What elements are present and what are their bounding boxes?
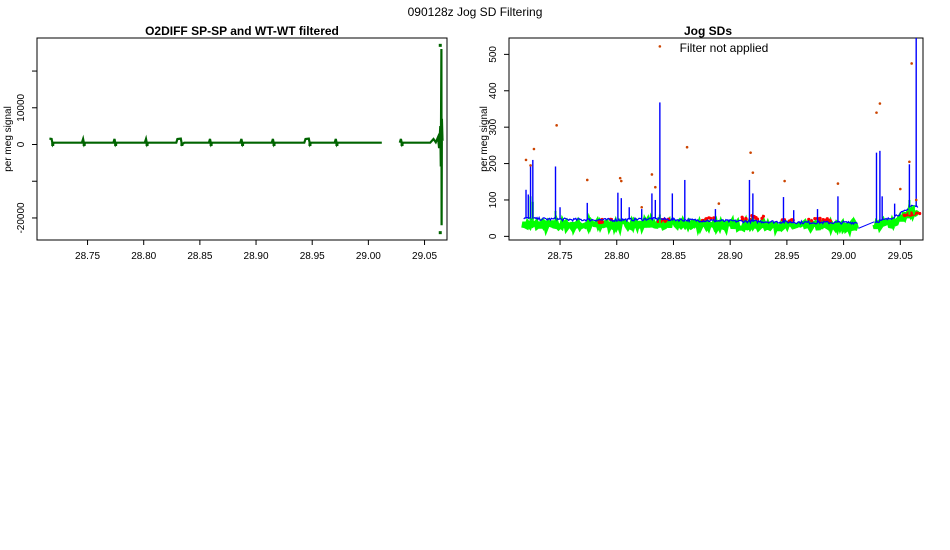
- right-outlier-point: [524, 158, 528, 162]
- right-y-tick-label: 300: [488, 118, 499, 135]
- super-title: 090128z Jog SD Filtering: [408, 5, 543, 19]
- right-outlier-point: [899, 187, 902, 191]
- right-outlier-point: [585, 178, 589, 182]
- right-outlier-point: [529, 164, 532, 167]
- right-red-point: [704, 217, 708, 221]
- right-plot-frame: [508, 37, 924, 241]
- left-y-axis: -20000 0 10000: [16, 70, 37, 234]
- right-x-tick-label: 28.90: [718, 251, 743, 262]
- left-x-tick-label: 28.80: [131, 251, 156, 262]
- right-x-axis: 28.75 28.80 28.85 28.90 28.95 29.00 29.05: [548, 240, 913, 262]
- right-red-point: [600, 220, 604, 224]
- right-outlier-point: [914, 198, 918, 202]
- right-x-tick-label: 28.95: [774, 251, 799, 262]
- left-plot-frame: [36, 37, 448, 241]
- left-panel: O2DIFF SP-SP and WT-WT filtered per meg …: [3, 24, 448, 262]
- right-red-point: [754, 216, 758, 220]
- right-outlier-point: [717, 202, 721, 205]
- right-outlier-point: [650, 173, 654, 176]
- left-series-line: [49, 134, 382, 148]
- right-outlier-point: [685, 145, 689, 149]
- right-outlier-point: [555, 124, 558, 127]
- right-y-tick-label: 0: [488, 233, 499, 239]
- left-x-tick-label: 28.95: [300, 251, 325, 262]
- right-outlier-point: [658, 45, 662, 48]
- right-red-point: [828, 219, 832, 223]
- left-x-tick-label: 29.05: [412, 251, 437, 262]
- right-y-axis: 0 100 200 300 400 500: [488, 46, 509, 239]
- right-red-point: [712, 216, 716, 220]
- left-panel-title: O2DIFF SP-SP and WT-WT filtered: [145, 24, 339, 38]
- right-plot-inner: [521, 38, 922, 238]
- right-x-tick-label: 28.85: [661, 251, 686, 262]
- right-red-point: [807, 217, 811, 221]
- right-red-point: [825, 217, 829, 221]
- right-outlier-point: [878, 102, 882, 105]
- right-outlier-point: [910, 62, 913, 65]
- left-data-point: [308, 143, 312, 147]
- right-red-point: [818, 216, 822, 220]
- left-data-point: [272, 143, 276, 147]
- right-red-point: [809, 219, 814, 223]
- right-outlier-point: [619, 179, 623, 183]
- left-x-tick-label: 28.75: [75, 251, 100, 262]
- left-x-tick-label: 29.00: [356, 251, 381, 262]
- left-y-tick-label: -20000: [16, 202, 27, 234]
- left-x-axis: 28.75 28.80 28.85 28.90 28.95 29.00 29.05: [75, 240, 437, 262]
- left-data-point: [400, 143, 404, 147]
- right-red-point: [761, 214, 766, 218]
- right-outlier-point: [783, 179, 786, 183]
- left-data-point: [241, 143, 245, 147]
- right-red-point: [915, 211, 919, 215]
- right-y-tick-label: 400: [488, 82, 499, 99]
- left-data-point: [114, 143, 118, 147]
- right-outlier-point: [908, 160, 911, 164]
- left-data-point: [145, 143, 149, 147]
- left-ylabel: per meg signal: [3, 106, 14, 172]
- right-outlier-point: [875, 111, 878, 114]
- right-plot-area: [521, 38, 922, 238]
- right-outlier-point: [640, 205, 644, 209]
- right-x-tick-label: 29.00: [831, 251, 856, 262]
- right-panel-title: Jog SDs: [684, 24, 732, 38]
- right-red-point: [740, 215, 744, 219]
- right-panel: Jog SDs Filter not applied per meg signa…: [479, 24, 924, 262]
- right-x-tick-label: 29.05: [888, 251, 913, 262]
- left-data-point: [438, 43, 442, 47]
- left-data-point: [438, 231, 442, 235]
- right-red-point: [708, 216, 713, 220]
- left-data-point: [51, 143, 55, 147]
- right-outlier-point: [654, 185, 657, 189]
- right-red-point: [813, 216, 817, 221]
- right-outlier-point: [836, 182, 840, 185]
- left-data-point: [209, 143, 213, 147]
- right-blue-series: [523, 204, 919, 226]
- right-y-tick-label: 100: [488, 191, 499, 208]
- right-red-point: [902, 213, 906, 217]
- right-ylabel: per meg signal: [479, 106, 490, 172]
- right-outlier-point: [532, 147, 536, 151]
- left-y-tick-label: 10000: [16, 93, 27, 121]
- right-outlier-point: [618, 176, 622, 180]
- right-outlier-point: [749, 151, 752, 154]
- left-y-tick-label: 0: [16, 141, 27, 147]
- left-data-point: [82, 143, 86, 147]
- left-x-tick-label: 28.90: [244, 251, 269, 262]
- left-data-point: [180, 143, 184, 147]
- right-x-tick-label: 28.80: [604, 251, 629, 262]
- left-data-point: [335, 143, 339, 147]
- right-red-point: [918, 211, 922, 216]
- right-y-tick-label: 500: [488, 46, 499, 63]
- right-outlier-point: [751, 171, 755, 174]
- left-x-tick-label: 28.85: [187, 251, 212, 262]
- right-x-tick-label: 28.75: [548, 251, 573, 262]
- right-red-point: [744, 216, 748, 221]
- right-annotation: Filter not applied: [680, 41, 769, 55]
- right-gap-line: [858, 221, 875, 229]
- left-plot-area: [49, 43, 444, 235]
- left-series-line: [398, 48, 444, 226]
- right-y-tick-label: 200: [488, 155, 499, 172]
